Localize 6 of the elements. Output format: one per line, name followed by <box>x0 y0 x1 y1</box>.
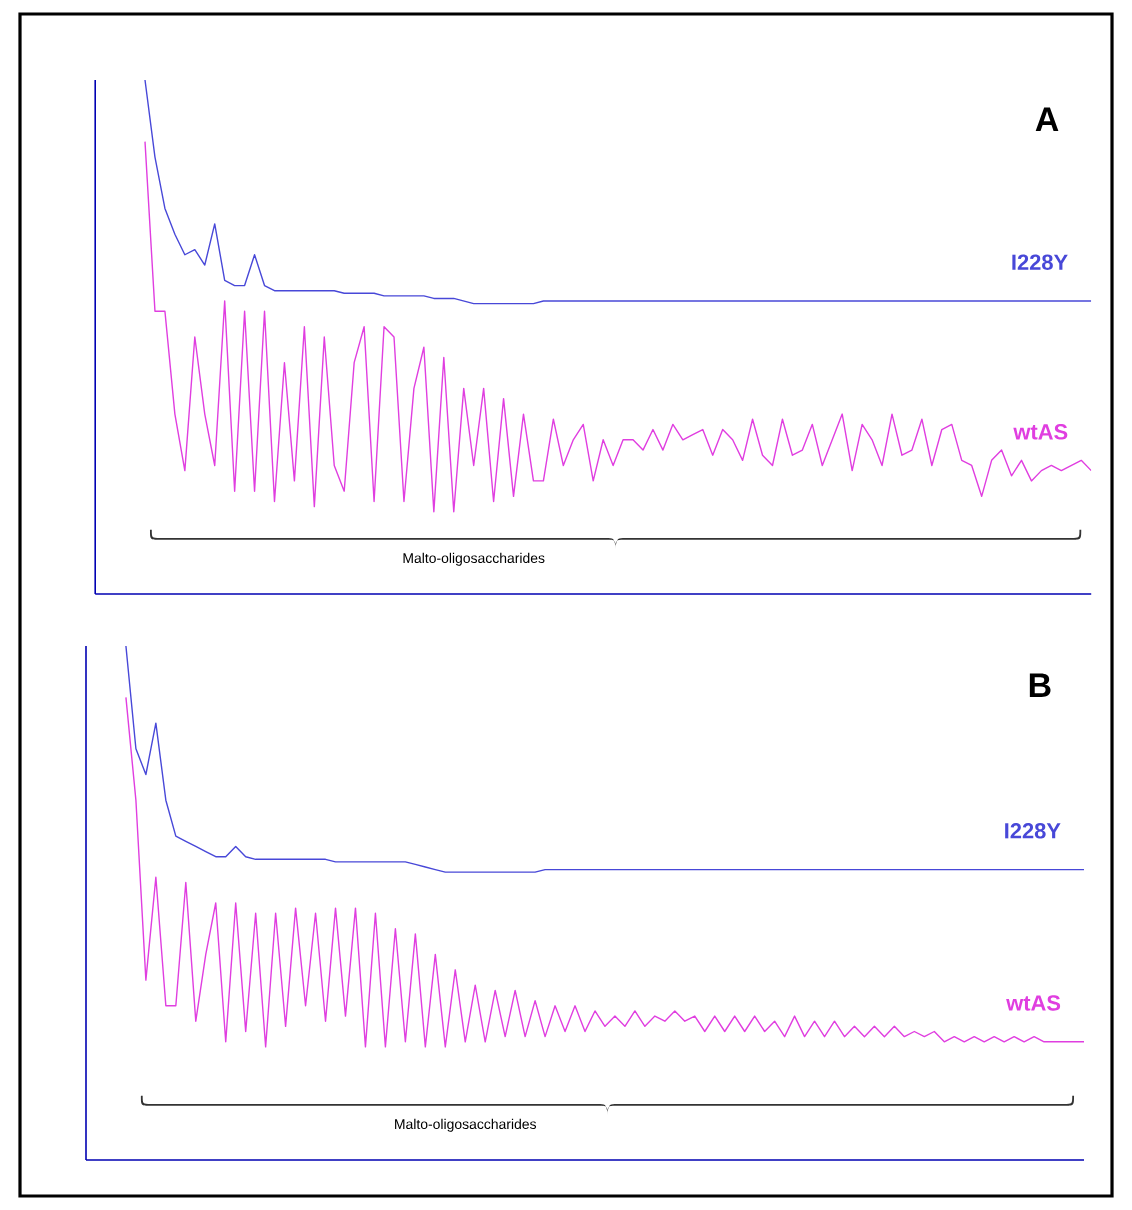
series-label: I228Y <box>1005 823 1061 839</box>
series-label: wtAS <box>1006 995 1061 1011</box>
series-label: I228Y <box>1012 254 1068 270</box>
text: A <box>1035 107 1059 131</box>
series-label: wtAS <box>1013 424 1068 440</box>
text: B <box>1029 673 1051 697</box>
